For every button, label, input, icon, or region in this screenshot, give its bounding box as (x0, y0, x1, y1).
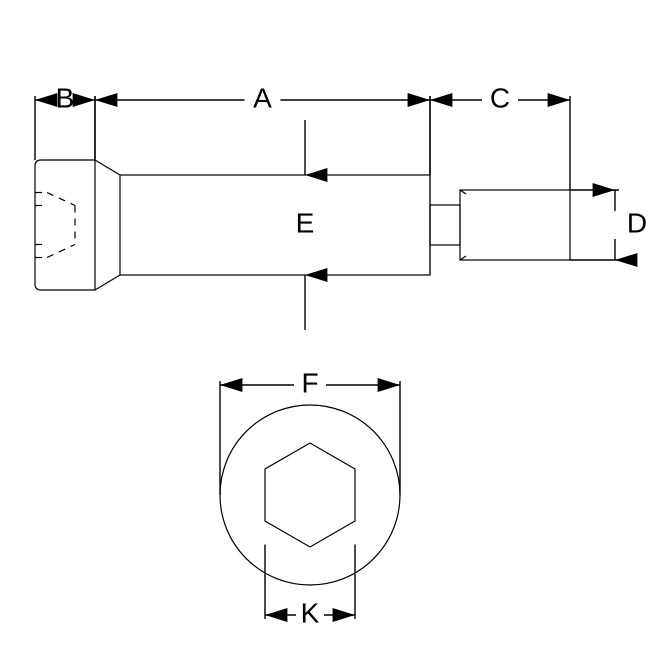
svg-text:F: F (301, 367, 318, 398)
svg-text:D: D (627, 207, 647, 238)
shoulder-screw-dimension-diagram: B A C D E F K (0, 0, 670, 670)
svg-text:B: B (56, 82, 75, 113)
label-layer: B A C D E F K (56, 82, 647, 628)
svg-text:C: C (490, 82, 510, 113)
svg-text:E: E (296, 207, 315, 238)
svg-text:A: A (253, 82, 272, 113)
svg-text:K: K (301, 597, 320, 628)
